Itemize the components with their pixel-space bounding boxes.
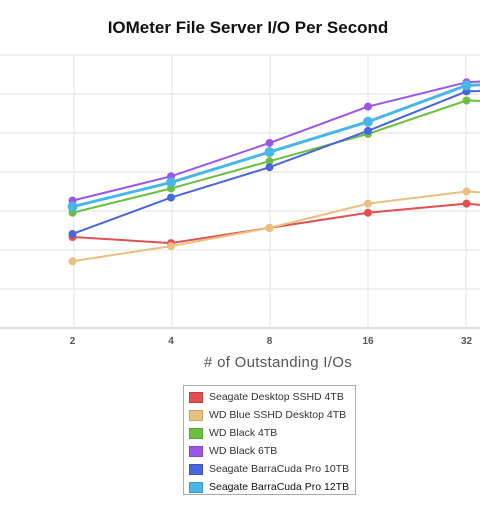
legend-label: WD Blue SSHD Desktop 4TB <box>209 409 347 421</box>
data-point <box>364 199 372 208</box>
data-point <box>265 163 274 172</box>
data-point <box>265 157 274 166</box>
legend-swatch <box>189 445 203 457</box>
x-tick-labels: 2 4 8 16 32 <box>70 336 473 347</box>
legend-label: Seagate Desktop SSHD 4TB <box>209 391 344 403</box>
series-4 <box>68 87 480 238</box>
data-point <box>264 147 275 158</box>
series-5 <box>67 80 480 212</box>
series-3 <box>68 78 480 205</box>
legend-swatch <box>189 391 203 403</box>
legend: Seagate Desktop SSHD 4TB WD Blue SSHD Des… <box>183 385 356 495</box>
x-tick-label: 16 <box>362 336 374 347</box>
legend-label: WD Black 4TB <box>209 427 278 439</box>
data-point <box>364 126 372 135</box>
data-point <box>462 199 471 208</box>
legend-label: Seagate BarraCuda Pro 10TB <box>209 463 350 475</box>
data-point <box>364 208 372 217</box>
series-2 <box>68 96 480 217</box>
data-point <box>68 257 77 266</box>
data-point <box>462 187 471 196</box>
x-tick-label: 2 <box>70 336 76 347</box>
series-layer <box>67 78 480 266</box>
legend-swatch <box>189 409 203 421</box>
legend-label: WD Black 6TB <box>209 445 278 457</box>
legend-item: Seagate BarraCuda Pro 10TB <box>189 460 355 478</box>
data-point <box>167 242 175 251</box>
legend-swatch <box>189 481 203 493</box>
data-point <box>67 201 78 212</box>
legend-swatch <box>189 427 203 439</box>
x-tick-label: 4 <box>168 336 174 347</box>
data-point <box>462 96 471 105</box>
legend-item: Seagate BarraCuda Pro 12TB <box>189 478 355 496</box>
series-line <box>72 83 480 209</box>
legend-label: Seagate BarraCuda Pro 12TB <box>209 481 350 493</box>
chart-title: IOMeter File Server I/O Per Second <box>107 18 389 37</box>
x-tick-label: 32 <box>461 336 473 347</box>
series-0 <box>68 199 480 248</box>
series-line <box>72 190 480 263</box>
legend-item: WD Black 4TB <box>189 424 355 442</box>
legend-item: WD Blue SSHD Desktop 4TB <box>189 406 355 424</box>
series-line <box>72 80 480 202</box>
data-point <box>265 223 274 232</box>
series-line <box>72 89 480 235</box>
series-1 <box>68 187 480 266</box>
data-point <box>68 229 77 238</box>
data-point <box>166 177 176 188</box>
series-line <box>72 202 480 245</box>
data-point <box>363 116 373 127</box>
x-axis-label: # of Outstanding I/Os <box>203 354 353 371</box>
legend-swatch <box>189 463 203 475</box>
data-point <box>461 80 472 91</box>
x-tick-label: 8 <box>267 336 273 347</box>
data-point <box>265 138 274 147</box>
data-point <box>364 102 372 111</box>
legend-item: WD Black 6TB <box>189 442 355 460</box>
data-point <box>167 193 175 202</box>
series-line <box>72 99 480 214</box>
legend-item: Seagate Desktop SSHD 4TB <box>189 388 355 406</box>
